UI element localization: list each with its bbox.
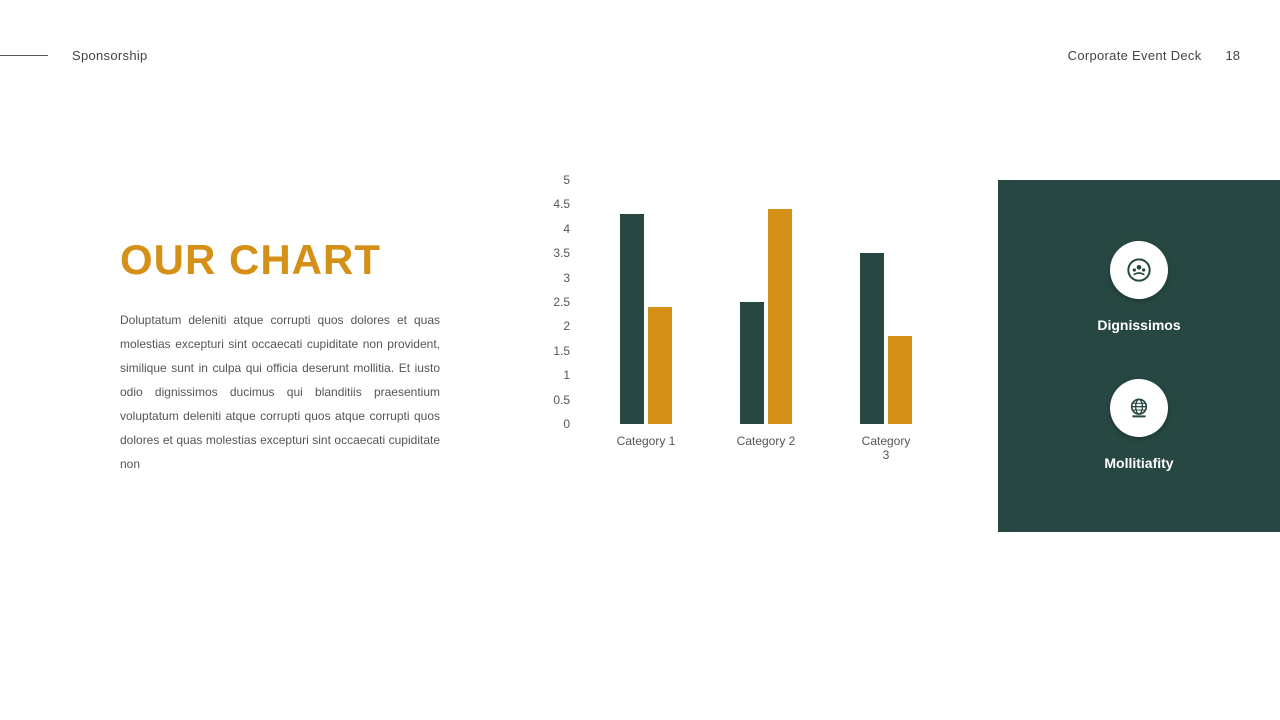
chart-title: OUR CHART xyxy=(120,236,440,284)
sidebar-label: Mollitiafity xyxy=(1104,455,1173,471)
sidebar-item-dignissimos: Dignissimos xyxy=(1097,241,1180,333)
header-left: Sponsorship xyxy=(0,48,148,63)
sidebar-item-mollitiafity: Mollitiafity xyxy=(1104,379,1173,471)
bar-chart: 00.511.522.533.544.55 Category 1Category… xyxy=(540,180,920,460)
bar-group xyxy=(740,209,792,424)
y-tick-label: 4.5 xyxy=(553,197,570,211)
text-column: OUR CHART Doluptatum deleniti atque corr… xyxy=(120,180,440,540)
header-decorative-line xyxy=(0,55,48,56)
side-panel: Dignissimos Mollitiafity xyxy=(998,180,1280,532)
y-tick-label: 0 xyxy=(563,417,570,431)
y-tick-label: 2.5 xyxy=(553,295,570,309)
deck-label: Corporate Event Deck xyxy=(1068,48,1202,63)
x-tick-label: Category 2 xyxy=(737,434,796,448)
group-icon xyxy=(1110,241,1168,299)
body-text: Doluptatum deleniti atque corrupti quos … xyxy=(120,308,440,476)
y-tick-label: 2 xyxy=(563,319,570,333)
globe-icon xyxy=(1110,379,1168,437)
y-tick-label: 4 xyxy=(563,222,570,236)
y-tick-label: 0.5 xyxy=(553,393,570,407)
x-tick-label: Category 1 xyxy=(617,434,676,448)
bar-series2 xyxy=(768,209,792,424)
bar-series2 xyxy=(648,307,672,424)
y-tick-label: 1 xyxy=(563,368,570,382)
y-axis: 00.511.522.533.544.55 xyxy=(540,180,574,424)
y-tick-label: 1.5 xyxy=(553,344,570,358)
bar-group xyxy=(620,214,672,424)
y-tick-label: 3.5 xyxy=(553,246,570,260)
sidebar-label: Dignissimos xyxy=(1097,317,1180,333)
bar-group xyxy=(860,253,912,424)
bar-series2 xyxy=(888,336,912,424)
chart-plot xyxy=(580,180,920,424)
page-number: 18 xyxy=(1226,48,1240,63)
main-content: OUR CHART Doluptatum deleniti atque corr… xyxy=(120,180,1000,540)
header-right: Corporate Event Deck 18 xyxy=(1068,48,1240,63)
bar-series1 xyxy=(740,302,764,424)
chart-area: 00.511.522.533.544.55 Category 1Category… xyxy=(500,180,1000,540)
x-tick-label: Category 3 xyxy=(862,434,911,462)
slide-header: Sponsorship Corporate Event Deck 18 xyxy=(0,48,1240,63)
y-tick-label: 3 xyxy=(563,271,570,285)
bar-series1 xyxy=(860,253,884,424)
y-tick-label: 5 xyxy=(563,173,570,187)
bar-series1 xyxy=(620,214,644,424)
section-label: Sponsorship xyxy=(72,48,148,63)
